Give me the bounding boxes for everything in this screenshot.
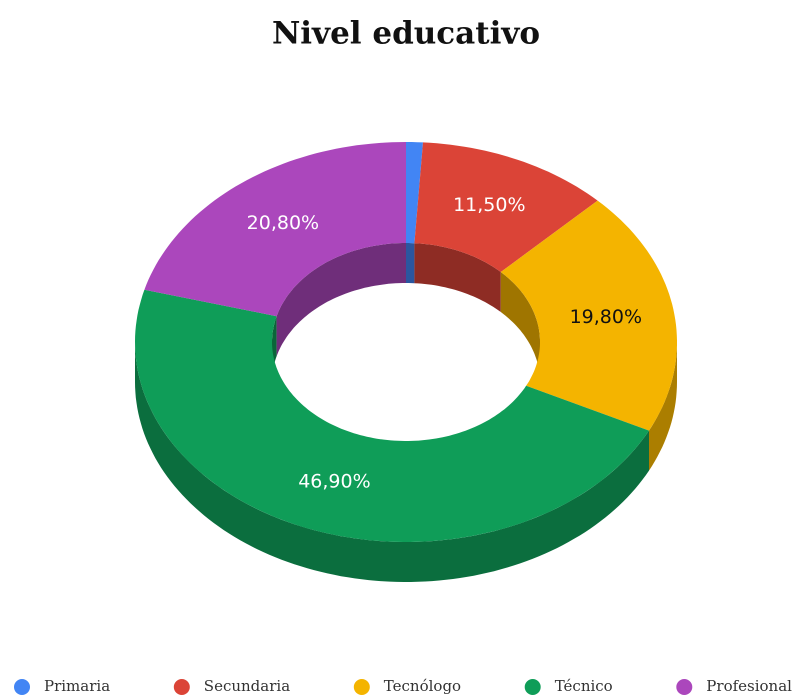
slice: 11,50% [414, 142, 598, 272]
slice-top [144, 142, 406, 317]
legend-swatch [173, 679, 190, 695]
slice-top [135, 289, 649, 542]
slice-top [500, 200, 677, 431]
data-label: 19,80% [570, 306, 642, 328]
outer-walls [135, 342, 677, 582]
slice [406, 142, 423, 244]
slice: 19,80% [500, 200, 677, 431]
legend-label: Técnico [555, 677, 613, 695]
slice-top [414, 142, 598, 272]
legend-label: Primaria [44, 677, 110, 695]
slice-inner-side [500, 272, 540, 382]
legend-item: Primaria [14, 677, 110, 695]
slice-outer-side [135, 342, 649, 582]
chart-title: Nivel educativo [272, 16, 540, 52]
slice-inner-side [276, 243, 406, 357]
legend-swatch [676, 679, 693, 695]
data-label: 46,90% [298, 470, 370, 492]
slice: 46,90% [135, 289, 649, 542]
slice-inner-side [406, 243, 415, 284]
legend-item: Secundaria [173, 677, 290, 695]
slice-outer-side [649, 342, 677, 471]
slice-top [406, 142, 423, 244]
legend-swatch [14, 679, 30, 695]
slice: 20,80% [144, 142, 406, 317]
data-label: 11,50% [453, 194, 525, 216]
legend: Primaria Secundaria Tecnólogo Técnico Profes… [14, 677, 792, 695]
legend-swatch [353, 679, 370, 695]
legend-item: Tecnólogo [353, 677, 461, 695]
inner-walls [272, 243, 540, 382]
legend-label: Tecnólogo [384, 677, 461, 695]
data-label: 20,80% [247, 212, 319, 234]
slice-inner-side [414, 243, 501, 312]
legend-item: Técnico [524, 677, 613, 695]
legend-label: Secundaria [204, 677, 290, 695]
legend-item: Profesional [676, 677, 792, 695]
legend-swatch [524, 679, 541, 695]
legend-label: Profesional [706, 677, 792, 695]
top-faces: 11,50% 19,80% 46,90% 20,80% [135, 142, 677, 542]
